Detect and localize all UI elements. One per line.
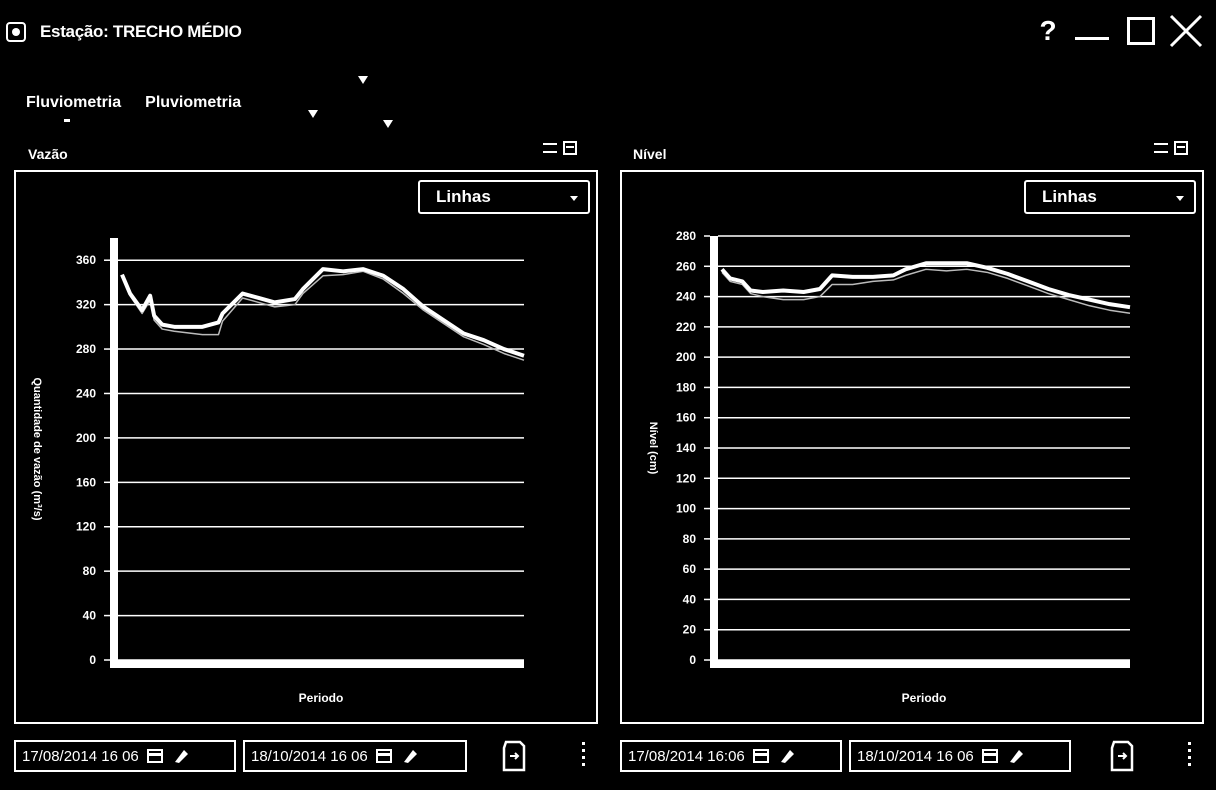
y-axis-bar bbox=[110, 238, 118, 666]
y-tick-label: 0 bbox=[89, 653, 96, 667]
minimize-icon bbox=[1075, 36, 1109, 40]
calendar-icon[interactable] bbox=[752, 749, 769, 763]
y-tick-label: 280 bbox=[76, 342, 96, 356]
window-title: Estação: TRECHO MÉDIO bbox=[40, 22, 242, 41]
chevron-down-icon bbox=[1176, 196, 1184, 201]
y-tick-label: 160 bbox=[676, 411, 696, 425]
end-date-field[interactable]: 18/10/2014 16 06 bbox=[243, 740, 467, 772]
tab-fluviometria[interactable]: Fluviometria bbox=[26, 94, 122, 122]
app-icon bbox=[6, 22, 26, 42]
eraser-icon[interactable] bbox=[777, 746, 797, 766]
chart-type-select[interactable]: Linhas bbox=[418, 180, 590, 214]
y-tick-label: 40 bbox=[683, 592, 697, 606]
y-tick-label: 200 bbox=[76, 431, 96, 445]
export-icon[interactable] bbox=[1106, 740, 1134, 772]
y-tick-label: 80 bbox=[683, 532, 697, 546]
calendar-icon[interactable] bbox=[981, 749, 998, 763]
chart-type-value: Linhas bbox=[1042, 187, 1097, 206]
chevron-down-icon bbox=[570, 196, 578, 201]
series-line bbox=[121, 270, 525, 361]
minimize-button[interactable] bbox=[1074, 12, 1110, 50]
end-date-value: 18/10/2014 16 06 bbox=[857, 747, 974, 765]
maximize-icon bbox=[1127, 17, 1155, 45]
y-tick-label: 80 bbox=[83, 564, 97, 578]
tab-pluviometria[interactable]: Pluviometria bbox=[145, 94, 242, 111]
eraser-icon[interactable] bbox=[400, 746, 420, 766]
pointer-icon bbox=[308, 110, 318, 118]
y-tick-label: 240 bbox=[676, 290, 696, 304]
y-tick-label: 260 bbox=[676, 259, 696, 273]
y-tick-label: 140 bbox=[676, 441, 696, 455]
start-date-value: 17/08/2014 16 06 bbox=[22, 747, 139, 765]
pointer-icon bbox=[358, 76, 368, 84]
vazao-chart: 0 40 80 120 160 200 240 280 320 360 Quantidade de … bbox=[31, 238, 525, 705]
export-icon[interactable] bbox=[498, 740, 526, 772]
x-axis-bar bbox=[710, 660, 1130, 668]
y-tick-label: 320 bbox=[76, 298, 96, 312]
expand-icon[interactable] bbox=[1174, 141, 1188, 155]
y-tick-label: 200 bbox=[676, 350, 696, 364]
y-tick-label: 100 bbox=[676, 502, 696, 516]
eraser-icon[interactable] bbox=[1006, 746, 1026, 766]
nivel-chart: 0 20 40 60 80 100 120 140 160 180 200 220 240 260 280 N… bbox=[647, 229, 1131, 705]
y-tick-label: 40 bbox=[83, 609, 97, 623]
more-icon[interactable] bbox=[580, 742, 586, 772]
expand-icon[interactable] bbox=[563, 141, 577, 155]
maximize-button[interactable] bbox=[1124, 12, 1158, 50]
y-axis-label: Nível (cm) bbox=[647, 422, 659, 475]
calendar-icon[interactable] bbox=[146, 749, 163, 763]
y-tick-label: 240 bbox=[76, 386, 96, 400]
y-tick-label: 20 bbox=[683, 623, 697, 637]
close-button[interactable] bbox=[1166, 12, 1206, 50]
y-tick-label: 120 bbox=[676, 471, 696, 485]
x-axis-bar bbox=[110, 660, 524, 668]
y-axis-bar bbox=[710, 236, 718, 666]
series-line bbox=[120, 267, 525, 358]
panel-title-nivel: Nível bbox=[633, 146, 667, 162]
start-date-field[interactable]: 17/08/2014 16:06 bbox=[620, 740, 842, 772]
start-date-value: 17/08/2014 16:06 bbox=[628, 747, 745, 765]
help-button[interactable]: ? bbox=[1039, 15, 1057, 46]
main-tabs: Fluviometria Pluviometria bbox=[26, 94, 242, 122]
panel-title-vazao: Vazão bbox=[28, 146, 68, 162]
series-line bbox=[720, 261, 1131, 310]
y-tick-label: 0 bbox=[689, 653, 696, 667]
chart-type-select[interactable]: Linhas bbox=[1024, 180, 1196, 214]
y-tick-label: 60 bbox=[683, 562, 697, 576]
start-date-field[interactable]: 17/08/2014 16 06 bbox=[14, 740, 236, 772]
collapse-icon[interactable] bbox=[1154, 141, 1168, 155]
y-tick-label: 280 bbox=[676, 229, 696, 243]
end-date-value: 18/10/2014 16 06 bbox=[251, 747, 368, 765]
calendar-icon[interactable] bbox=[375, 749, 392, 763]
y-tick-label: 220 bbox=[676, 320, 696, 334]
series-line bbox=[721, 268, 1131, 314]
end-date-field[interactable]: 18/10/2014 16 06 bbox=[849, 740, 1071, 772]
more-icon[interactable] bbox=[1186, 742, 1192, 772]
chart-panel-nivel: Linhas 0 20 40 60 80 100 120 140 160 180 200 220 240… bbox=[620, 170, 1204, 724]
y-tick-label: 120 bbox=[76, 520, 96, 534]
title-bar: Estação: TRECHO MÉDIO ? bbox=[0, 0, 1216, 70]
y-tick-label: 360 bbox=[76, 253, 96, 267]
y-tick-label: 160 bbox=[76, 475, 96, 489]
panel-tools-nivel bbox=[1154, 141, 1188, 155]
pointer-icon bbox=[383, 120, 393, 128]
x-axis-label: Periodo bbox=[902, 691, 947, 705]
collapse-icon[interactable] bbox=[543, 141, 557, 155]
panel-tools-vazao bbox=[543, 141, 577, 155]
chart-panel-vazao: Linhas 0 40 80 120 160 200 240 280 320 360 Quantid… bbox=[14, 170, 598, 724]
eraser-icon[interactable] bbox=[171, 746, 191, 766]
y-tick-label: 180 bbox=[676, 380, 696, 394]
close-icon bbox=[1169, 14, 1203, 48]
chart-type-value: Linhas bbox=[436, 187, 491, 206]
y-axis-label: Quantidade de vazão (m³/s) bbox=[31, 377, 43, 520]
x-axis-label: Periodo bbox=[299, 691, 344, 705]
